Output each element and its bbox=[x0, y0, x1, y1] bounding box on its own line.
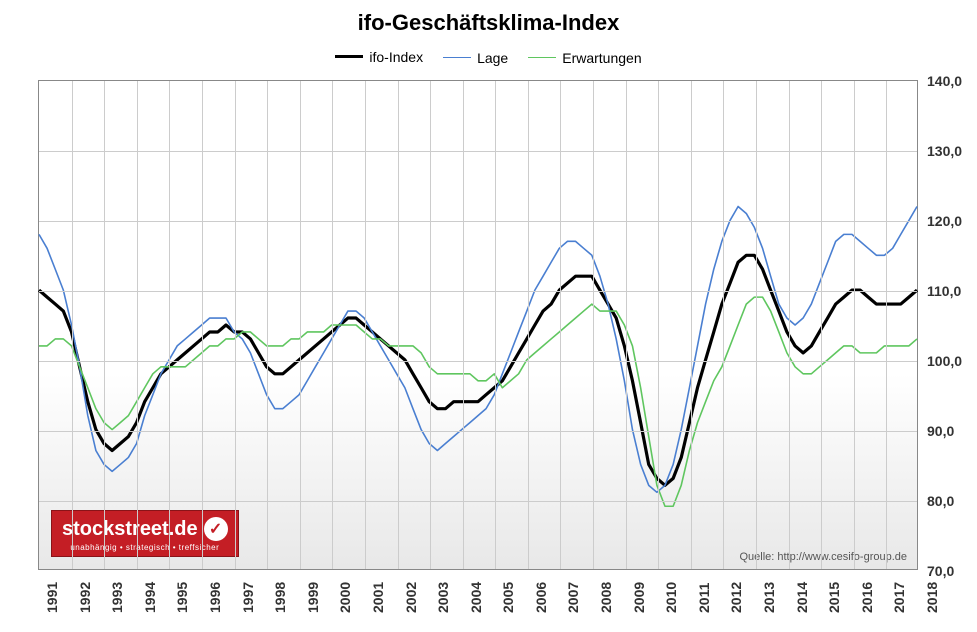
gridline-v bbox=[332, 81, 333, 569]
legend-swatch bbox=[443, 57, 471, 58]
x-tick-label: 2003 bbox=[435, 582, 451, 613]
y-tick-label: 140,0 bbox=[927, 73, 962, 89]
gridline-v bbox=[756, 81, 757, 569]
logo-box: stockstreet.de ✓ unabhängig • strategisc… bbox=[51, 510, 239, 557]
gridline-v bbox=[528, 81, 529, 569]
logo: stockstreet.de ✓ unabhängig • strategisc… bbox=[51, 510, 239, 557]
logo-check-icon: ✓ bbox=[204, 517, 228, 541]
y-tick-label: 100,0 bbox=[927, 353, 962, 369]
legend-item: Lage bbox=[443, 50, 508, 66]
x-tick-label: 2017 bbox=[891, 582, 907, 613]
gridline-v bbox=[300, 81, 301, 569]
gridline-v bbox=[626, 81, 627, 569]
gridline-v bbox=[365, 81, 366, 569]
plot-area: Quelle: http://www.cesifo-group.de stock… bbox=[38, 80, 918, 570]
gridline-v bbox=[398, 81, 399, 569]
gridline-v bbox=[137, 81, 138, 569]
gridline-v bbox=[202, 81, 203, 569]
x-tick-label: 2009 bbox=[631, 582, 647, 613]
x-tick-label: 1997 bbox=[240, 582, 256, 613]
x-tick-label: 1991 bbox=[44, 582, 60, 613]
x-tick-label: 1995 bbox=[174, 582, 190, 613]
legend-item: Erwartungen bbox=[528, 50, 641, 66]
y-tick-label: 90,0 bbox=[927, 423, 954, 439]
legend-label: Erwartungen bbox=[562, 50, 641, 66]
x-tick-label: 2004 bbox=[468, 582, 484, 613]
gridline-v bbox=[593, 81, 594, 569]
legend-swatch bbox=[335, 55, 363, 58]
gridline-h bbox=[39, 221, 917, 222]
logo-text: stockstreet.de bbox=[62, 518, 198, 541]
gridline-v bbox=[854, 81, 855, 569]
x-tick-label: 2015 bbox=[826, 582, 842, 613]
gridline-v bbox=[430, 81, 431, 569]
gridline-v bbox=[72, 81, 73, 569]
logo-subtext: unabhängig • strategisch • treffsicher bbox=[70, 543, 219, 552]
gridline-v bbox=[104, 81, 105, 569]
chart-lines bbox=[39, 81, 917, 569]
x-tick-label: 2016 bbox=[859, 582, 875, 613]
series-line bbox=[39, 255, 917, 485]
gridline-v bbox=[463, 81, 464, 569]
x-tick-label: 2018 bbox=[924, 582, 940, 613]
gridline-h bbox=[39, 291, 917, 292]
legend-item: ifo-Index bbox=[335, 49, 423, 65]
y-tick-label: 70,0 bbox=[927, 563, 954, 579]
gridline-h bbox=[39, 431, 917, 432]
x-tick-label: 1993 bbox=[109, 582, 125, 613]
x-tick-label: 2014 bbox=[794, 582, 810, 613]
x-tick-label: 2007 bbox=[565, 582, 581, 613]
x-tick-label: 2001 bbox=[370, 582, 386, 613]
gridline-v bbox=[560, 81, 561, 569]
y-tick-label: 80,0 bbox=[927, 493, 954, 509]
x-tick-label: 2005 bbox=[500, 582, 516, 613]
x-tick-label: 1994 bbox=[142, 582, 158, 613]
gridline-v bbox=[495, 81, 496, 569]
x-tick-label: 1992 bbox=[77, 582, 93, 613]
gridline-v bbox=[886, 81, 887, 569]
x-tick-label: 2002 bbox=[403, 582, 419, 613]
y-tick-label: 110,0 bbox=[927, 283, 961, 299]
gridline-v bbox=[789, 81, 790, 569]
y-tick-label: 130,0 bbox=[927, 143, 962, 159]
x-tick-label: 2006 bbox=[533, 582, 549, 613]
x-tick-label: 1999 bbox=[305, 582, 321, 613]
gridline-v bbox=[691, 81, 692, 569]
legend-swatch bbox=[528, 57, 556, 58]
x-tick-label: 2013 bbox=[761, 582, 777, 613]
chart-container: ifo-Geschäftsklima-Index ifo-Index Lage Er… bbox=[0, 0, 977, 632]
gridline-v bbox=[821, 81, 822, 569]
source-text: Quelle: http://www.cesifo-group.de bbox=[739, 551, 907, 563]
legend: ifo-Index Lage Erwartungen bbox=[0, 45, 977, 66]
legend-label: Lage bbox=[477, 50, 508, 66]
gridline-v bbox=[723, 81, 724, 569]
gridline-h bbox=[39, 501, 917, 502]
gridline-v bbox=[235, 81, 236, 569]
x-tick-label: 2012 bbox=[728, 582, 744, 613]
x-tick-label: 2008 bbox=[598, 582, 614, 613]
gridline-h bbox=[39, 151, 917, 152]
y-tick-label: 120,0 bbox=[927, 213, 962, 229]
x-tick-label: 1996 bbox=[207, 582, 223, 613]
x-tick-label: 2000 bbox=[337, 582, 353, 613]
x-tick-label: 1998 bbox=[272, 582, 288, 613]
chart-title: ifo-Geschäftsklima-Index bbox=[0, 10, 977, 36]
gridline-v bbox=[658, 81, 659, 569]
legend-label: ifo-Index bbox=[369, 49, 423, 65]
gridline-v bbox=[267, 81, 268, 569]
gridline-v bbox=[169, 81, 170, 569]
x-tick-label: 2011 bbox=[696, 583, 712, 613]
x-tick-label: 2010 bbox=[663, 582, 679, 613]
gridline-h bbox=[39, 361, 917, 362]
